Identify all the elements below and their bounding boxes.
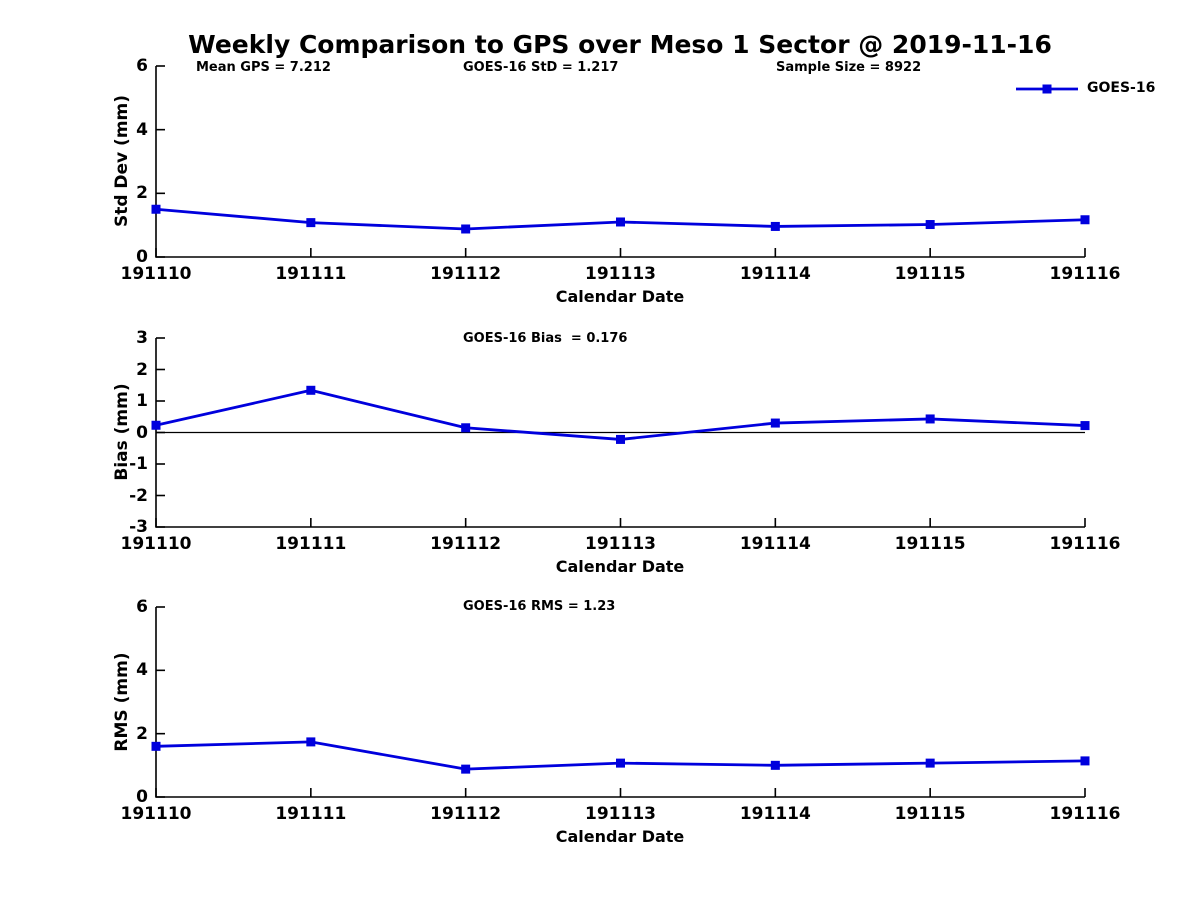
data-point-marker <box>616 217 625 227</box>
xlabel-calendar-date-3: Calendar Date <box>555 827 685 846</box>
y-tick-label: 0 <box>136 787 148 807</box>
annotation-goes16-std: GOES-16 StD = 1.217 <box>463 60 619 75</box>
data-point-marker <box>925 414 935 424</box>
x-tick-label: 191110 <box>120 804 192 824</box>
y-tick-label: -2 <box>129 485 148 506</box>
x-tick-label: 191110 <box>120 534 192 554</box>
x-tick-label: 191110 <box>120 264 192 284</box>
y-tick-label: 1 <box>136 391 148 411</box>
data-point-marker <box>770 418 780 428</box>
data-point-marker <box>770 221 780 231</box>
y-tick-label: -3 <box>129 517 148 537</box>
legend-label-goes16: GOES-16 <box>1087 80 1156 96</box>
y-tick-label: 6 <box>136 597 148 617</box>
y-tick-label: 0 <box>136 247 148 267</box>
x-tick-label: 191113 <box>585 534 656 554</box>
data-point-marker <box>151 741 161 751</box>
annotation-mean-gps: Mean GPS = 7.212 <box>196 60 331 75</box>
data-point-marker <box>1080 215 1090 225</box>
x-tick-label: 191115 <box>894 804 966 824</box>
x-tick-label: 191112 <box>430 534 502 554</box>
y-tick-label: 3 <box>136 328 148 348</box>
xlabel-calendar-date-1: Calendar Date <box>555 287 685 306</box>
annotation-sample-size: Sample Size = 8922 <box>776 60 922 75</box>
data-point-marker <box>461 764 471 774</box>
x-tick-label: 191111 <box>275 264 347 284</box>
x-tick-label: 191113 <box>585 804 656 824</box>
x-tick-label: 191112 <box>430 264 502 284</box>
axis-spines <box>155 66 1085 258</box>
data-point-marker <box>925 758 935 768</box>
x-tick-label: 191111 <box>275 804 347 824</box>
data-point-marker <box>306 385 316 395</box>
data-point-marker <box>151 420 161 430</box>
y-tick-label: 2 <box>136 183 148 204</box>
x-tick-label: 191116 <box>1049 804 1121 824</box>
x-tick-label: 191112 <box>430 804 502 824</box>
ylabel-bias: Bias (mm) <box>112 383 132 481</box>
annotation-goes16-bias: GOES-16 Bias = 0.176 <box>463 331 628 346</box>
data-point-marker <box>770 760 780 770</box>
x-tick-label: 191114 <box>739 534 811 554</box>
x-tick-label: 191114 <box>739 804 811 824</box>
y-tick-label: 6 <box>136 56 148 76</box>
x-tick-label: 191116 <box>1049 534 1121 554</box>
data-point-marker <box>1080 421 1090 431</box>
ylabel-std-dev: Std Dev (mm) <box>112 94 132 228</box>
x-tick-label: 191111 <box>275 534 347 554</box>
y-tick-label: -1 <box>129 454 148 474</box>
ylabel-rms: RMS (mm) <box>112 652 132 752</box>
data-point-marker <box>461 224 471 234</box>
y-tick-label: 0 <box>136 422 148 443</box>
xlabel-calendar-date-2: Calendar Date <box>555 557 685 576</box>
x-tick-label: 191114 <box>739 264 811 284</box>
data-point-marker <box>925 220 935 230</box>
y-tick-label: 4 <box>136 660 148 681</box>
data-point-marker <box>1080 756 1090 766</box>
x-tick-label: 191115 <box>894 534 966 554</box>
data-point-marker <box>151 204 161 214</box>
axis-spines <box>155 607 1085 798</box>
y-tick-label: 4 <box>136 119 148 140</box>
figure-title: Weekly Comparison to GPS over Meso 1 Sec… <box>188 30 1052 59</box>
annotation-goes16-rms: GOES-16 RMS = 1.23 <box>463 599 616 614</box>
x-tick-label: 191115 <box>894 264 966 284</box>
data-point-marker <box>616 758 625 768</box>
legend-marker-sample <box>1042 84 1052 94</box>
data-point-marker <box>306 218 316 228</box>
data-point-marker <box>461 423 471 433</box>
y-tick-label: 2 <box>136 723 148 744</box>
data-point-marker <box>616 434 625 444</box>
x-tick-label: 191116 <box>1049 264 1121 284</box>
x-tick-label: 191113 <box>585 264 656 284</box>
data-point-marker <box>306 737 316 747</box>
y-tick-label: 2 <box>136 359 148 380</box>
